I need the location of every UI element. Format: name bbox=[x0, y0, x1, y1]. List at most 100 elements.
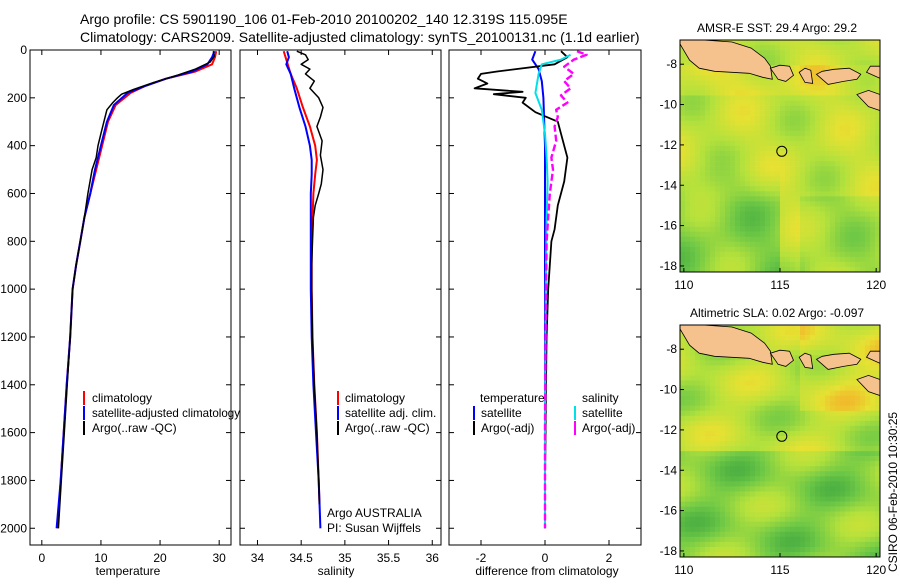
heatmap-cell bbox=[825, 521, 831, 528]
heatmap-cell bbox=[855, 330, 861, 336]
heatmap-cell bbox=[875, 420, 880, 427]
heatmap-cell bbox=[805, 405, 811, 412]
heatmap-cell bbox=[715, 161, 721, 167]
heatmap-cell bbox=[705, 400, 711, 406]
heatmap-cell bbox=[705, 241, 711, 248]
heatmap-cell bbox=[730, 130, 736, 137]
heatmap-cell bbox=[780, 256, 786, 263]
heatmap-cell bbox=[745, 166, 751, 172]
heatmap-cell bbox=[790, 546, 796, 553]
heatmap-cell bbox=[780, 90, 786, 96]
heatmap-cell bbox=[740, 241, 746, 248]
heatmap-cell bbox=[705, 105, 711, 111]
heatmap-cell bbox=[780, 55, 786, 61]
heatmap-cell bbox=[840, 531, 846, 538]
heatmap-cell bbox=[875, 80, 880, 86]
heatmap-cell bbox=[745, 171, 751, 177]
heatmap-cell bbox=[755, 390, 761, 396]
heatmap-cell bbox=[860, 60, 866, 66]
heatmap-cell bbox=[840, 551, 846, 557]
heatmap-cell bbox=[690, 481, 696, 487]
heatmap-cell bbox=[770, 526, 776, 533]
heatmap-cell bbox=[845, 125, 851, 132]
heatmap-cell bbox=[765, 130, 771, 137]
heatmap-cell bbox=[855, 380, 861, 386]
heatmap-cell bbox=[875, 435, 880, 442]
heatmap-cell bbox=[795, 491, 801, 497]
heatmap-cell bbox=[835, 231, 841, 237]
heatmap-cell bbox=[720, 546, 726, 553]
heatmap-cell bbox=[820, 186, 826, 192]
heatmap-cell bbox=[685, 506, 691, 512]
heatmap-cell bbox=[830, 246, 836, 253]
heatmap-cell bbox=[860, 340, 866, 346]
heatmap-cell bbox=[685, 360, 691, 366]
heatmap-cell bbox=[810, 120, 816, 127]
heatmap-cell bbox=[680, 491, 686, 497]
heatmap-cell bbox=[760, 145, 766, 152]
heatmap-cell bbox=[705, 261, 711, 268]
heatmap-cell bbox=[725, 196, 731, 202]
heatmap-cell bbox=[855, 226, 861, 232]
heatmap-cell bbox=[855, 506, 861, 512]
heatmap-cell bbox=[815, 171, 821, 177]
heatmap-cell bbox=[850, 531, 856, 538]
heatmap-cell bbox=[755, 370, 761, 376]
heatmap-cell bbox=[875, 115, 880, 121]
heatmap-cell bbox=[810, 405, 816, 412]
heatmap-cell bbox=[740, 380, 746, 386]
heatmap-cell bbox=[765, 45, 771, 51]
heatmap-cell bbox=[850, 110, 856, 116]
heatmap-cell bbox=[855, 551, 861, 557]
heatmap-cell bbox=[820, 176, 826, 182]
series-line-temperature-argo-adj bbox=[473, 50, 569, 529]
heatmap-cell bbox=[785, 140, 791, 147]
heatmap-cell bbox=[700, 446, 706, 452]
heatmap-cell bbox=[820, 446, 826, 452]
heatmap-cell bbox=[800, 241, 806, 248]
heatmap-cell bbox=[810, 481, 816, 487]
heatmap-cell bbox=[800, 506, 806, 512]
heatmap-cell bbox=[830, 435, 836, 442]
heatmap-cell bbox=[870, 115, 876, 121]
heatmap-cell bbox=[680, 466, 686, 472]
heatmap-cell bbox=[840, 231, 846, 237]
heatmap-cell bbox=[790, 395, 796, 401]
heatmap-cell bbox=[840, 236, 846, 243]
heatmap-cell bbox=[845, 461, 851, 467]
heatmap-cell bbox=[820, 181, 826, 187]
heatmap-cell bbox=[825, 110, 831, 116]
heatmap-cell bbox=[685, 120, 691, 127]
heatmap-cell bbox=[870, 481, 876, 487]
heatmap-cell bbox=[855, 425, 861, 432]
heatmap-cell bbox=[835, 461, 841, 467]
heatmap-cell bbox=[850, 506, 856, 512]
heatmap-cell bbox=[680, 65, 686, 71]
heatmap-cell bbox=[860, 541, 866, 548]
heatmap-cell bbox=[680, 385, 686, 391]
heatmap-cell bbox=[765, 171, 771, 177]
heatmap-cell bbox=[790, 145, 796, 152]
heatmap-cell bbox=[790, 491, 796, 497]
heatmap-cell bbox=[855, 236, 861, 243]
heatmap-cell bbox=[800, 395, 806, 401]
heatmap-cell bbox=[850, 45, 856, 51]
heatmap-cell bbox=[750, 456, 756, 462]
heatmap-cell bbox=[765, 211, 771, 217]
heatmap-cell bbox=[845, 516, 851, 522]
heatmap-cell bbox=[720, 266, 726, 272]
heatmap-cell bbox=[820, 211, 826, 217]
heatmap-cell bbox=[855, 181, 861, 187]
heatmap-cell bbox=[780, 345, 786, 351]
heatmap-cell bbox=[755, 135, 761, 142]
heatmap-cell bbox=[690, 125, 696, 132]
heatmap-cell bbox=[740, 365, 746, 371]
heatmap-cell bbox=[695, 370, 701, 376]
heatmap-cell bbox=[780, 415, 786, 422]
heatmap-cell bbox=[695, 236, 701, 243]
heatmap-cell bbox=[815, 156, 821, 162]
heatmap-cell bbox=[870, 325, 876, 331]
heatmap-cell bbox=[705, 451, 711, 457]
heatmap-cell bbox=[725, 211, 731, 217]
heatmap-cell bbox=[795, 541, 801, 548]
